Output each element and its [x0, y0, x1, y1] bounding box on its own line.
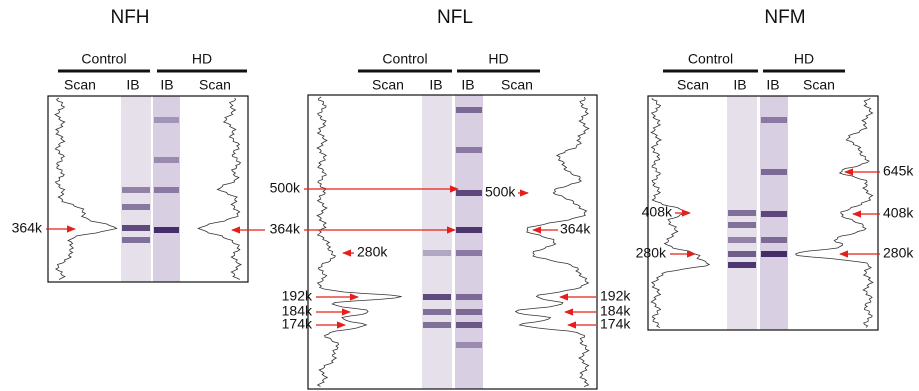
column-label: IB: [461, 77, 474, 93]
column-label: Scan: [501, 77, 533, 93]
scan-trace: [55, 98, 117, 280]
blot-band: [761, 251, 787, 257]
size-marker: 192k: [600, 288, 631, 304]
column-label: IB: [126, 77, 139, 93]
group-label: HD: [192, 51, 212, 67]
size-marker: 500k: [270, 180, 301, 196]
blot-band: [728, 222, 756, 228]
size-marker: 364k: [560, 221, 591, 237]
group-label: Control: [81, 51, 126, 67]
scan-trace: [317, 97, 402, 387]
column-label: IB: [429, 77, 442, 93]
blot-band: [456, 342, 482, 348]
panel-title: NFM: [764, 7, 805, 28]
scan-trace: [516, 97, 589, 387]
blot-band: [761, 117, 787, 123]
blot-band: [456, 147, 482, 153]
size-marker: 364k: [12, 220, 43, 236]
blot-band: [154, 117, 179, 123]
blot-band: [728, 210, 756, 216]
blot-band: [728, 251, 756, 257]
scan-trace: [198, 98, 241, 280]
blot-band: [154, 227, 179, 233]
blot-band: [456, 309, 482, 315]
column-label: IB: [766, 77, 779, 93]
blot-band: [423, 309, 451, 315]
blot-band: [456, 190, 482, 196]
size-marker: 408k: [883, 205, 914, 221]
size-marker: 174k: [282, 316, 313, 332]
size-marker: 645k: [883, 163, 914, 179]
blot-band: [122, 187, 150, 193]
scan-trace: [796, 98, 873, 328]
blot-band: [154, 187, 179, 193]
blot-band: [423, 322, 451, 328]
group-label: Control: [688, 51, 733, 67]
blot-band: [456, 322, 482, 328]
blot-band: [154, 157, 179, 163]
column-label: Scan: [677, 77, 709, 93]
blot-band: [122, 204, 150, 210]
size-marker: 500k: [485, 184, 516, 200]
column-label: Scan: [199, 77, 231, 93]
blot-band: [456, 294, 482, 300]
blot-band: [761, 211, 787, 217]
column-label: IB: [160, 77, 173, 93]
blot-band: [456, 107, 482, 113]
blot-band: [761, 237, 787, 243]
group-label: HD: [488, 51, 508, 67]
blot-lane: [422, 95, 452, 389]
blot-band: [728, 237, 756, 243]
size-marker: 174k: [600, 316, 631, 332]
blot-band: [456, 227, 482, 233]
blot-band: [122, 237, 150, 243]
size-marker: 408k: [642, 204, 673, 220]
blot-band: [423, 294, 451, 300]
panel-title: NFH: [110, 7, 149, 28]
blot-band: [122, 225, 150, 231]
size-marker: 280k: [883, 245, 914, 261]
size-marker: 364k: [270, 221, 301, 237]
column-label: Scan: [372, 77, 404, 93]
size-marker: 280k: [357, 244, 388, 260]
column-label: Scan: [803, 77, 835, 93]
blot-band: [423, 250, 451, 256]
column-label: IB: [733, 77, 746, 93]
blot-band: [456, 250, 482, 256]
blot-band: [761, 169, 787, 175]
panel-title: NFL: [437, 7, 473, 28]
blot-band: [728, 262, 756, 268]
size-marker: 280k: [636, 245, 667, 261]
panels: NFH Control HD Scan IB IB Scan 364k NFL Control HD…: [12, 7, 915, 389]
size-marker: 192k: [282, 288, 313, 304]
figure: NFH Control HD Scan IB IB Scan 364k NFL Control HD…: [0, 0, 919, 391]
group-label: Control: [382, 51, 427, 67]
group-label: HD: [794, 51, 814, 67]
column-label: Scan: [64, 77, 96, 93]
